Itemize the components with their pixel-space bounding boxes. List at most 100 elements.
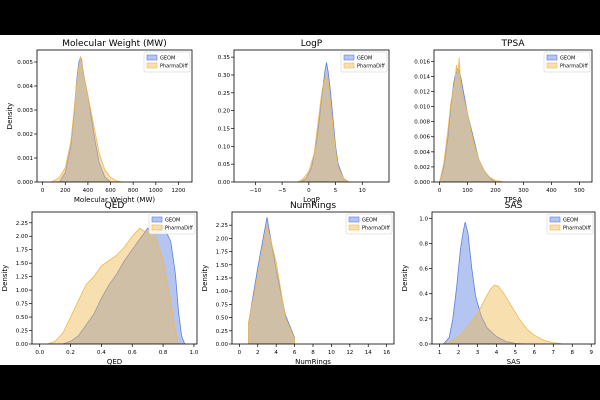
legend-swatch-pharmadiff [546,62,558,69]
x-tick-label: 400 [83,188,94,194]
legend-label-pharmadiff: PharmaDiff [362,226,390,232]
legend-label-pharmadiff: PharmaDiff [357,64,385,70]
series-group [47,221,186,344]
x-tick-label: 14 [365,350,372,356]
legend-swatch-geom [546,54,558,61]
y-tick-label: 0.000 [414,180,430,186]
axes-frame [431,211,596,345]
y-tick-label: 1.25 [16,275,29,281]
legend-swatch-pharmadiff [151,224,163,231]
legend-box [345,213,393,235]
y-tick-label: 0.016 [414,59,430,65]
x-tick-label: 10 [328,350,335,356]
chart-title: TPSA [501,39,526,49]
x-tick-label: 0 [238,350,242,356]
series-area-pharmadiff [439,57,504,182]
y-tick-label: 2.00 [216,236,229,242]
x-tick-label: 0 [307,188,311,194]
legend-box [546,213,594,235]
legend-swatch-geom [348,216,360,223]
y-tick-label: 2.25 [16,221,29,227]
y-axis-label: Density [6,103,14,130]
y-tick-label: 0.000 [17,180,33,186]
y-tick-label: 0.35 [218,55,231,61]
series-area-pharmadiff [443,284,563,344]
x-tick-label: 1000 [149,188,163,194]
legend-swatch-pharmadiff [343,62,355,69]
legend-swatch-pharmadiff [348,224,360,231]
x-tick-label: 9 [589,350,593,356]
y-tick-label: 0.006 [414,135,430,141]
x-tick-label: 200 [60,188,71,194]
y-tick-label: 1.00 [16,288,29,294]
legend-swatch-pharmadiff [146,62,158,69]
figure-canvas: 0 200 400 600 800 1000 12000.0000.0010.0020.00… [1,39,596,365]
x-tick-label: 1200 [171,188,185,194]
y-tick-label: 1.00 [216,289,229,295]
y-tick-label: 0.002 [414,165,430,171]
y-tick-label: 0.50 [16,315,29,321]
legend-label-geom: GEOM [165,218,180,224]
series-group [248,217,295,344]
y-tick-label: 0.002 [17,132,33,138]
y-tick-label: 0.00 [16,342,29,348]
x-axis-label: Molecular Weight (MW) [74,196,156,204]
x-tick-label: 0.4 [97,350,106,356]
chart-panel-1: 0 200 400 600 800 1000 1200 0.000 0.001 0.002 0.00… [6,39,193,204]
chart-title: Molecular Weight (MW) [62,39,166,49]
x-tick-label: 10 [359,188,366,194]
y-tick-label: 0.010 [414,105,430,111]
y-tick-label: 0.25 [216,329,229,335]
legend-label-geom: GEOM [357,56,372,62]
y-axis-label: Density [1,265,9,292]
legend: GEOM PharmaDiff [148,213,196,235]
chart-panel-2: −10 −5 0 5 10 0.00 0.05 0.10 0.15 0.20 0.25 0.30 0.3… [218,39,390,204]
x-tick-label: −10 [250,188,262,194]
axes-frame [31,211,198,345]
x-axis-label: TPSA [503,196,522,204]
x-tick-label: 200 [490,188,501,194]
series-area-pharmadiff [50,57,122,182]
y-tick-label: 0.004 [414,150,430,156]
x-tick-label: 12 [346,350,353,356]
legend-swatch-pharmadiff [549,224,561,231]
chart-title: LogP [301,39,323,49]
legend-box [340,51,388,73]
y-tick-label: 0.10 [218,144,231,150]
x-tick-label: 600 [105,188,116,194]
legend-swatch-geom [549,216,561,223]
chart-title: SAS [505,201,523,211]
axes-frame [433,49,593,183]
series-area-geom [442,222,525,344]
x-tick-label: 0 [438,188,442,194]
x-tick-label: 0.8 [159,350,168,356]
y-tick-label: 0.20 [218,109,231,115]
y-tick-label: 1.75 [16,248,29,254]
y-tick-label: 0.008 [414,120,430,126]
y-tick-label: 0.2 [419,317,428,323]
legend-label-pharmadiff: PharmaDiff [165,226,193,232]
y-tick-label: 0.012 [414,89,430,95]
legend-box [143,51,191,73]
chart-panel-4: 0.0 0.2 0.4 0.6 0.8 1.0 0.00 0.25 0.50 0.75 1.00 1.… [1,201,199,365]
x-tick-label: 500 [574,188,585,194]
y-tick-label: 0.75 [216,302,229,308]
chart-panel-5: 0 2 4 6 8 10 12 14 16 0.00 0.25 0.50 0.75 1.00 1.25 1.5… [201,201,395,365]
x-tick-label: 100 [462,188,473,194]
y-tick-label: 0.005 [17,60,33,66]
chart-panel-3: 0 100 200 300 400 500 0.000 0.002 0.004 0.006 0.00… [414,39,593,204]
x-tick-label: 6 [533,350,537,356]
x-tick-label: 1.0 [190,350,199,356]
x-tick-label: 4 [495,350,499,356]
legend-swatch-geom [343,54,355,61]
legend-label-pharmadiff: PharmaDiff [560,64,588,70]
y-tick-label: 0.30 [218,73,231,79]
y-tick-label: 0.00 [216,342,229,348]
y-tick-label: 0.6 [419,267,428,273]
x-axis-label: LogP [303,196,320,204]
x-tick-label: 0 [41,188,45,194]
y-tick-label: 0.014 [414,74,430,80]
y-tick-label: 0.15 [218,126,231,132]
legend-box [543,51,591,73]
x-tick-label: 5 [334,188,338,194]
